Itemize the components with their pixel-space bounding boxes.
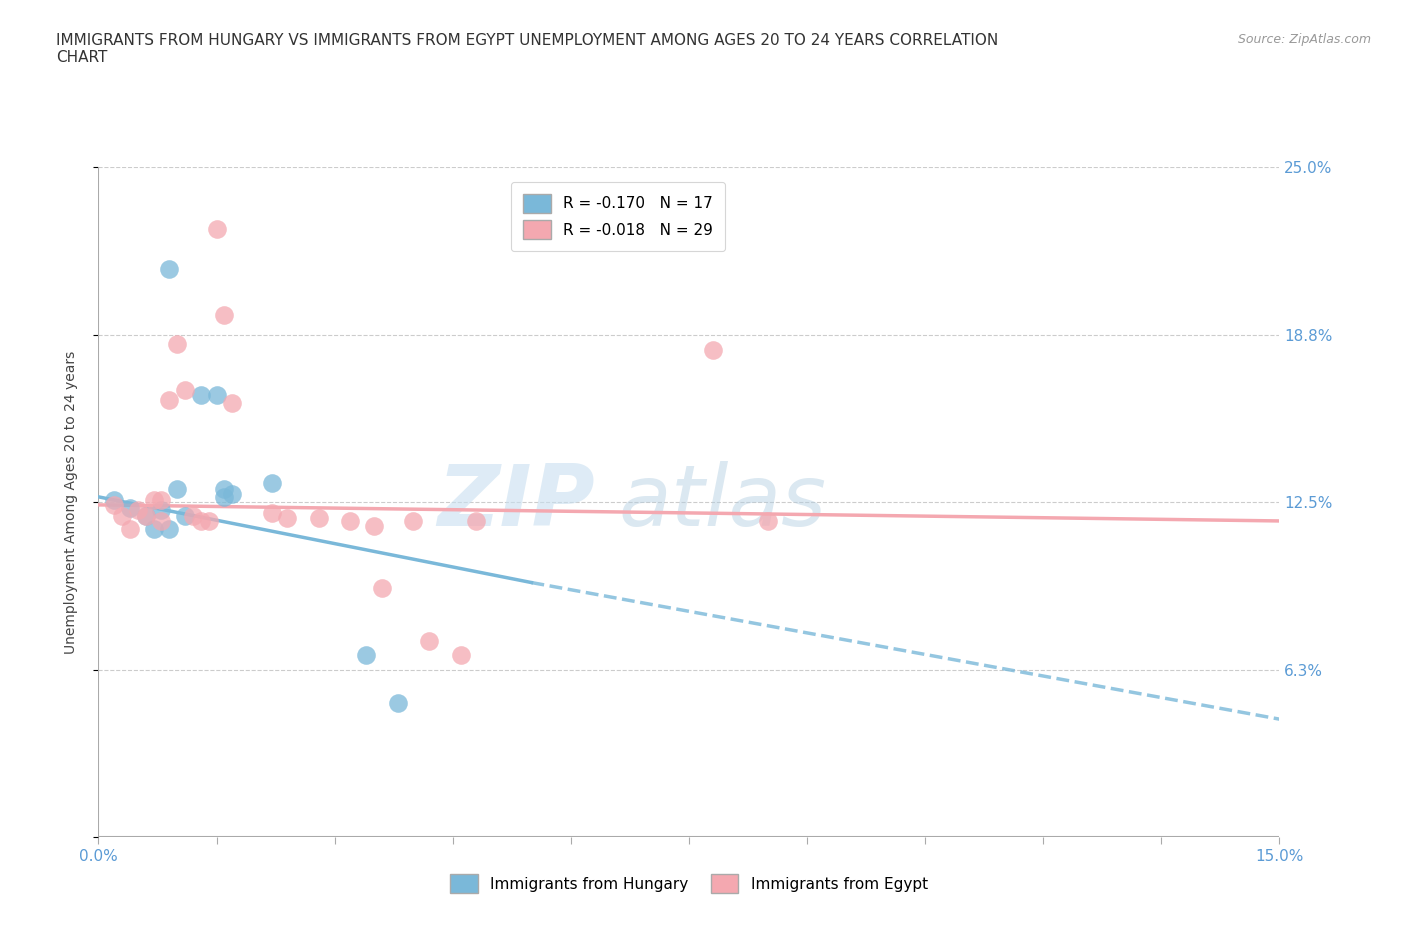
Point — [418, 634, 440, 649]
Text: ZIP: ZIP — [437, 460, 595, 544]
Point — [702, 342, 724, 357]
Point — [260, 476, 283, 491]
Point — [276, 511, 298, 525]
Point — [150, 492, 173, 507]
Point — [221, 395, 243, 410]
Point — [157, 261, 180, 276]
Point — [214, 482, 236, 497]
Point — [260, 506, 283, 521]
Point — [174, 382, 197, 397]
Point — [205, 388, 228, 403]
Point — [103, 492, 125, 507]
Legend: R = -0.170   N = 17, R = -0.018   N = 29: R = -0.170 N = 17, R = -0.018 N = 29 — [510, 181, 725, 251]
Point — [118, 522, 141, 537]
Point — [214, 489, 236, 504]
Point — [142, 522, 165, 537]
Point — [135, 508, 157, 523]
Point — [339, 513, 361, 528]
Point — [157, 522, 180, 537]
Point — [111, 508, 134, 523]
Point — [402, 513, 425, 528]
Point — [150, 513, 173, 528]
Point — [150, 503, 173, 518]
Point — [166, 337, 188, 352]
Point — [135, 508, 157, 523]
Point — [387, 696, 409, 711]
Y-axis label: Unemployment Among Ages 20 to 24 years: Unemployment Among Ages 20 to 24 years — [63, 351, 77, 654]
Point — [142, 492, 165, 507]
Text: atlas: atlas — [619, 460, 827, 544]
Point — [197, 513, 219, 528]
Point — [190, 513, 212, 528]
Point — [756, 513, 779, 528]
Point — [157, 393, 180, 408]
Point — [174, 508, 197, 523]
Point — [363, 519, 385, 534]
Point — [166, 482, 188, 497]
Point — [221, 486, 243, 501]
Point — [181, 508, 204, 523]
Point — [465, 513, 488, 528]
Point — [308, 511, 330, 525]
Text: Source: ZipAtlas.com: Source: ZipAtlas.com — [1237, 33, 1371, 46]
Point — [450, 647, 472, 662]
Text: IMMIGRANTS FROM HUNGARY VS IMMIGRANTS FROM EGYPT UNEMPLOYMENT AMONG AGES 20 TO 2: IMMIGRANTS FROM HUNGARY VS IMMIGRANTS FR… — [56, 33, 998, 65]
Point — [103, 498, 125, 512]
Point — [190, 388, 212, 403]
Point — [127, 503, 149, 518]
Point — [205, 221, 228, 236]
Point — [214, 307, 236, 322]
Point — [118, 500, 141, 515]
Point — [371, 580, 394, 595]
Legend: Immigrants from Hungary, Immigrants from Egypt: Immigrants from Hungary, Immigrants from… — [444, 869, 934, 899]
Point — [354, 647, 377, 662]
